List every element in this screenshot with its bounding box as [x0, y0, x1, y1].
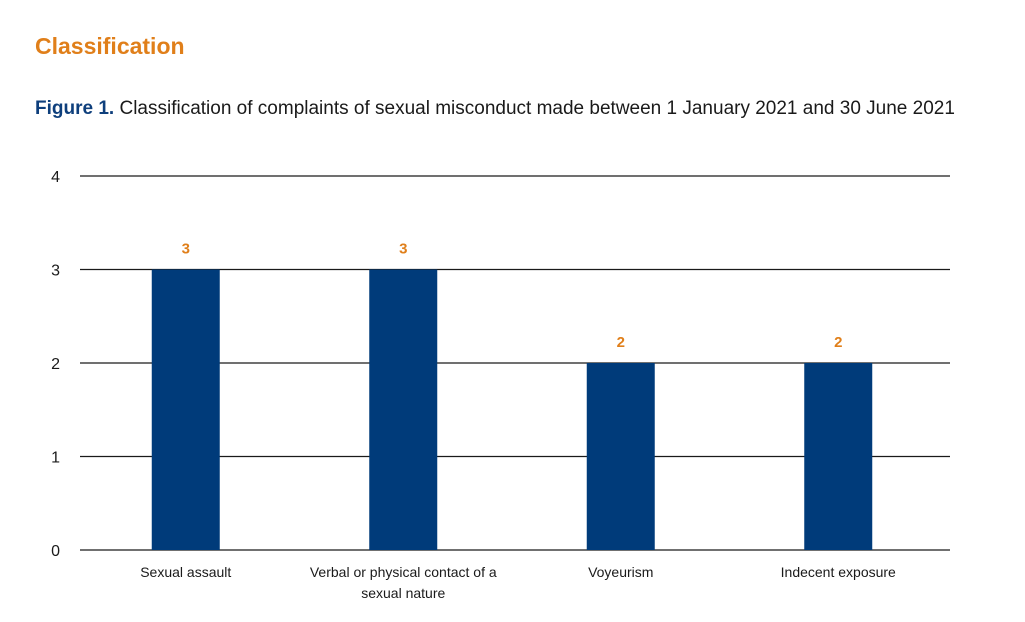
y-tick-label-1: 1 [51, 450, 60, 467]
y-tick-label-3: 3 [51, 263, 60, 280]
category-label-3: Voyeurism [588, 564, 653, 580]
category-label-line: Verbal or physical contact of a [310, 564, 497, 580]
data-label-3: 2 [617, 334, 625, 351]
data-label-4: 2 [834, 334, 842, 351]
category-label-line: Indecent exposure [781, 564, 896, 580]
bar-3 [586, 363, 655, 550]
category-label-4: Indecent exposure [781, 564, 896, 580]
category-label-line: Sexual assault [140, 564, 231, 580]
section-heading: Classification [35, 33, 185, 59]
bar-1 [151, 269, 220, 550]
figure-caption: Figure 1. Classification of complaints o… [35, 95, 955, 123]
y-tick-label-4: 4 [51, 169, 60, 186]
figure-label: Figure 1. [35, 98, 115, 119]
category-label-2: Verbal or physical contact of a sexual na… [310, 564, 497, 601]
figure-caption-text: Classification of complaints of sexual m… [119, 98, 955, 119]
category-label-line: Voyeurism [588, 564, 653, 580]
bar-4 [804, 363, 873, 550]
category-label-1: Sexual assault [140, 564, 231, 580]
y-tick-label-0: 0 [51, 543, 60, 560]
bar-2 [369, 269, 438, 550]
data-label-2: 3 [399, 241, 407, 258]
category-label-line: sexual nature [361, 585, 445, 601]
data-label-1: 3 [182, 241, 190, 258]
y-tick-label-2: 2 [51, 356, 60, 373]
